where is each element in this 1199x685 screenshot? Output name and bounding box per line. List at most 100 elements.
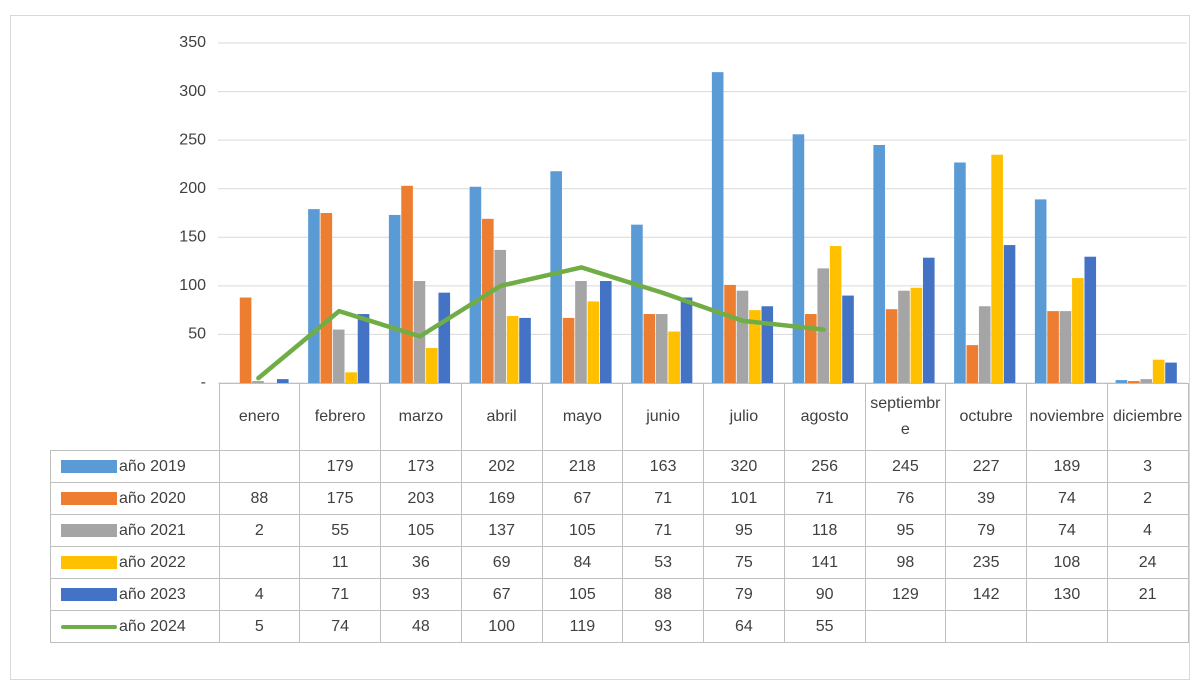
value-cell: 169 bbox=[460, 482, 543, 515]
value-cell: 173 bbox=[380, 450, 462, 483]
value-cell: 71 bbox=[783, 482, 866, 515]
bar bbox=[401, 185, 413, 383]
y-tick-label: - bbox=[201, 374, 206, 391]
series-row: año 2019 179 173 202 218 163 320 256 245 227 189 3 bbox=[50, 450, 1189, 483]
value-cell bbox=[218, 450, 301, 483]
bar bbox=[792, 134, 805, 383]
bar bbox=[805, 314, 817, 383]
category-label: abril bbox=[460, 383, 543, 451]
value-cell: 235 bbox=[945, 546, 1027, 579]
legend-line bbox=[61, 624, 117, 629]
bar bbox=[332, 329, 345, 383]
bar bbox=[631, 224, 643, 383]
value-cell: 4 bbox=[1106, 514, 1189, 547]
value-cell: 88 bbox=[622, 578, 704, 611]
bar bbox=[873, 145, 885, 383]
bar bbox=[885, 309, 898, 383]
value-cell: 71 bbox=[622, 514, 704, 547]
value-cell: 118 bbox=[783, 514, 866, 547]
y-tick-label: 100 bbox=[179, 277, 206, 294]
value-cell: 74 bbox=[1026, 482, 1108, 515]
value-cell bbox=[1026, 610, 1108, 643]
legend-swatch bbox=[61, 460, 117, 474]
value-cell: 218 bbox=[541, 450, 624, 483]
bar bbox=[1072, 278, 1084, 383]
bar bbox=[1059, 311, 1072, 383]
value-cell: 55 bbox=[299, 514, 381, 547]
value-cell: 119 bbox=[541, 610, 624, 643]
legend-cell: año 2022 bbox=[50, 546, 220, 579]
value-cell bbox=[945, 610, 1027, 643]
value-cell: 3 bbox=[1106, 450, 1189, 483]
bar bbox=[1003, 245, 1016, 383]
bar bbox=[438, 292, 451, 383]
category-label: enero bbox=[218, 383, 301, 451]
legend-label: año 2022 bbox=[119, 554, 186, 571]
value-cell: 105 bbox=[380, 514, 462, 547]
blank-cell bbox=[50, 383, 220, 451]
value-cell: 55 bbox=[783, 610, 866, 643]
value-cell: 95 bbox=[703, 514, 785, 547]
value-cell: 24 bbox=[1106, 546, 1189, 579]
legend-swatch bbox=[61, 588, 117, 602]
bar bbox=[954, 162, 966, 383]
bar bbox=[426, 348, 438, 383]
bar bbox=[724, 284, 736, 383]
bar bbox=[1140, 379, 1153, 383]
bar bbox=[1152, 359, 1165, 383]
bar bbox=[562, 317, 575, 383]
value-cell: 48 bbox=[380, 610, 462, 643]
value-cell: 69 bbox=[460, 546, 543, 579]
bar bbox=[388, 214, 401, 383]
series-row: año 2023 4 71 93 67 105 88 79 90 129 142 130 21 bbox=[50, 578, 1189, 611]
value-cell: 88 bbox=[218, 482, 301, 515]
value-cell: 64 bbox=[703, 610, 785, 643]
category-label: mayo bbox=[541, 383, 624, 451]
value-cell: 2 bbox=[1106, 482, 1189, 515]
value-cell: 74 bbox=[299, 610, 381, 643]
legend-swatch bbox=[61, 524, 117, 538]
bar bbox=[1128, 381, 1140, 383]
y-tick-label: 50 bbox=[188, 326, 206, 343]
legend-label: año 2024 bbox=[119, 618, 186, 635]
value-cell: 320 bbox=[703, 450, 785, 483]
bar bbox=[749, 310, 761, 383]
bar bbox=[320, 213, 333, 383]
series-row: año 2021 2 55 105 137 105 71 95 118 95 79 74 4 bbox=[50, 514, 1189, 547]
legend-cell: año 2021 bbox=[50, 514, 220, 547]
value-cell: 137 bbox=[460, 514, 543, 547]
value-cell: 256 bbox=[783, 450, 866, 483]
bar bbox=[469, 186, 482, 383]
value-cell: 71 bbox=[299, 578, 381, 611]
bar bbox=[587, 301, 600, 383]
bar bbox=[668, 331, 680, 383]
bar bbox=[991, 154, 1003, 383]
bar bbox=[643, 314, 656, 383]
category-label: diciembre bbox=[1106, 383, 1189, 451]
bar bbox=[655, 314, 668, 383]
value-cell: 5 bbox=[218, 610, 301, 643]
y-tick-label: 300 bbox=[179, 83, 206, 100]
bar bbox=[345, 372, 357, 383]
value-cell: 175 bbox=[299, 482, 381, 515]
value-cell: 189 bbox=[1026, 450, 1108, 483]
bar bbox=[1034, 199, 1047, 383]
legend-cell: año 2023 bbox=[50, 578, 220, 611]
value-cell: 21 bbox=[1106, 578, 1189, 611]
chart-frame bbox=[10, 15, 1190, 680]
value-cell: 227 bbox=[945, 450, 1027, 483]
bar bbox=[239, 297, 252, 383]
value-cell bbox=[1106, 610, 1189, 643]
value-cell: 100 bbox=[460, 610, 543, 643]
value-cell: 105 bbox=[541, 514, 624, 547]
bar bbox=[966, 345, 979, 383]
line bbox=[256, 265, 826, 381]
bar bbox=[357, 314, 370, 383]
value-cell: 71 bbox=[622, 482, 704, 515]
bar bbox=[898, 290, 910, 383]
value-cell: 67 bbox=[541, 482, 624, 515]
legend-label: año 2021 bbox=[119, 522, 186, 539]
y-tick-label: 150 bbox=[179, 229, 206, 246]
header-row: enero febrero marzo abril mayo junio julio agos… bbox=[50, 383, 1189, 451]
value-cell: 141 bbox=[783, 546, 866, 579]
